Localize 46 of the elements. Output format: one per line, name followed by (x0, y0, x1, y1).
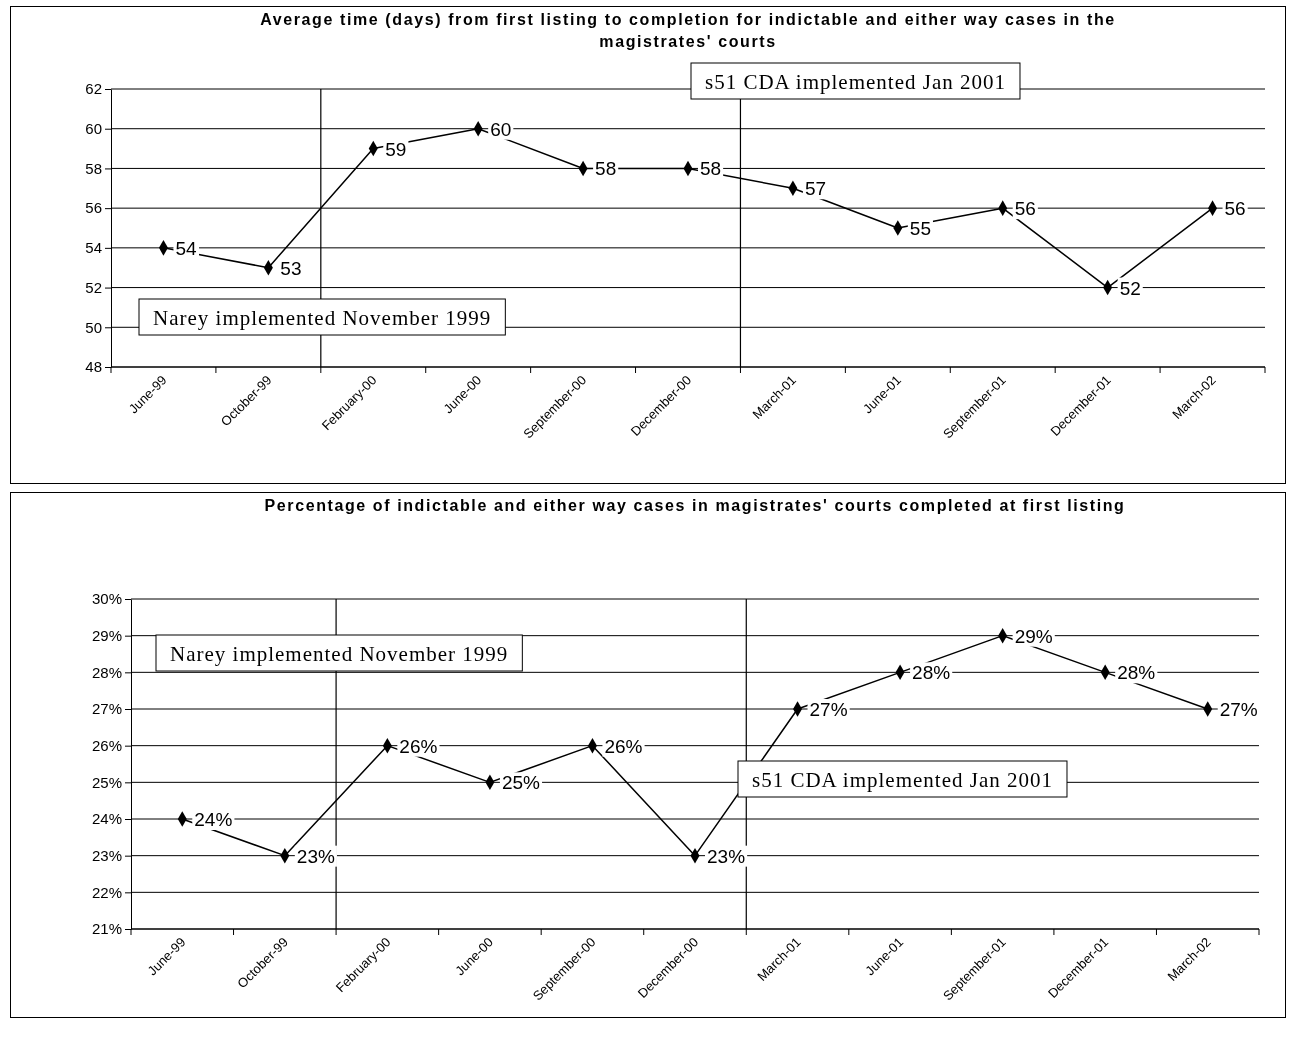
chart-title: Average time (days) from first listing to completion for indictable and either way cases in the magistrates' courts (260, 11, 1116, 50)
y-tick-label: 29% (91, 626, 122, 644)
y-tick-label: 25% (91, 773, 122, 791)
data-label: 24% (194, 809, 233, 830)
data-label: 28% (1117, 662, 1156, 684)
chart-title: Percentage of indictable and either way cases in magistrates' courts completed at first listing (264, 497, 1126, 514)
data-label: 23% (296, 845, 335, 867)
y-tick-label: 52 (85, 278, 102, 296)
y-tick-label: 21% (91, 920, 122, 938)
data-label: 52 (1119, 277, 1141, 299)
y-tick-label: 56 (85, 199, 102, 217)
y-tick-label: 48 (85, 358, 102, 376)
data-label: 54 (175, 237, 198, 259)
data-label: 28% (912, 662, 951, 684)
y-tick-label: 27% (91, 700, 122, 718)
data-label: 58 (700, 158, 722, 180)
y-tick-label: 58 (85, 159, 102, 177)
annotation: Narey implemented November 1999 (153, 306, 492, 330)
annotation: Narey implemented November 1999 (170, 642, 509, 666)
data-label: 27% (809, 699, 848, 720)
data-label: 25% (501, 772, 541, 794)
y-tick-label: 30% (91, 590, 122, 608)
data-label: 55 (909, 218, 931, 239)
data-label: 53 (280, 257, 302, 279)
annotation: s51 CDA implemented Jan 2001 (752, 768, 1053, 792)
data-label: 26% (399, 735, 438, 757)
data-label: 59 (385, 138, 407, 160)
data-label: 23% (707, 845, 746, 867)
data-label: 56 (1224, 198, 1246, 220)
y-tick-label: 60 (85, 120, 102, 138)
annotation: s51 CDA implemented Jan 2001 (705, 70, 1006, 94)
y-tick-label: 28% (91, 663, 122, 681)
y-tick-label: 54 (85, 239, 102, 257)
data-label: 56 (1014, 198, 1036, 220)
data-label: 27% (1219, 699, 1258, 720)
y-tick-label: 50 (85, 318, 102, 336)
data-label: 29% (1014, 625, 1053, 647)
data-label: 58 (595, 158, 617, 180)
y-tick-label: 24% (91, 810, 122, 828)
y-tick-label: 62 (85, 80, 102, 98)
data-label: 60 (490, 118, 512, 140)
data-label: 26% (604, 735, 643, 757)
y-tick-label: 26% (91, 736, 122, 754)
y-tick-label: 22% (91, 883, 122, 901)
y-tick-label: 23% (91, 846, 122, 864)
data-label: 57 (804, 178, 827, 200)
